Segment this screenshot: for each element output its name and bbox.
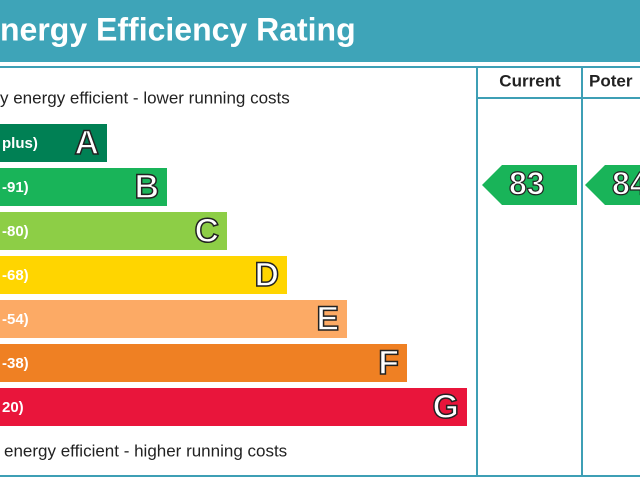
potential-arrow [585, 165, 640, 205]
band-bar [0, 300, 347, 338]
band-bar [0, 344, 407, 382]
band-letter: C [194, 212, 219, 250]
frame [0, 66, 640, 477]
band-range: 20) [2, 399, 24, 416]
band-range: -54) [2, 311, 29, 328]
title-bar [0, 0, 640, 62]
bottom-note: energy efficient - higher running costs [4, 441, 287, 460]
band-range: plus) [2, 135, 38, 152]
band-bar [0, 168, 167, 206]
band-bar [0, 388, 467, 426]
band-range: -91) [2, 179, 29, 196]
band-letter: A [74, 124, 99, 162]
band-bar [0, 124, 107, 162]
band-letter: E [316, 300, 339, 338]
band-letter: B [134, 168, 159, 206]
current-value: 83 [509, 165, 545, 201]
band-bar [0, 256, 287, 294]
band-range: -68) [2, 267, 29, 284]
top-note: y energy efficient - lower running costs [0, 88, 290, 107]
potential-value: 84 [612, 165, 640, 201]
band-bar [0, 212, 227, 250]
band-letter: F [378, 344, 399, 382]
current-header: Current [499, 71, 561, 90]
current-arrow [482, 165, 577, 205]
band-range: -80) [2, 223, 29, 240]
band-letter: D [254, 256, 279, 294]
potential-header: Poter [589, 71, 633, 90]
band-letter: G [433, 388, 459, 426]
chart-title: nergy Efficiency Rating [0, 11, 356, 47]
band-range: -38) [2, 355, 29, 372]
